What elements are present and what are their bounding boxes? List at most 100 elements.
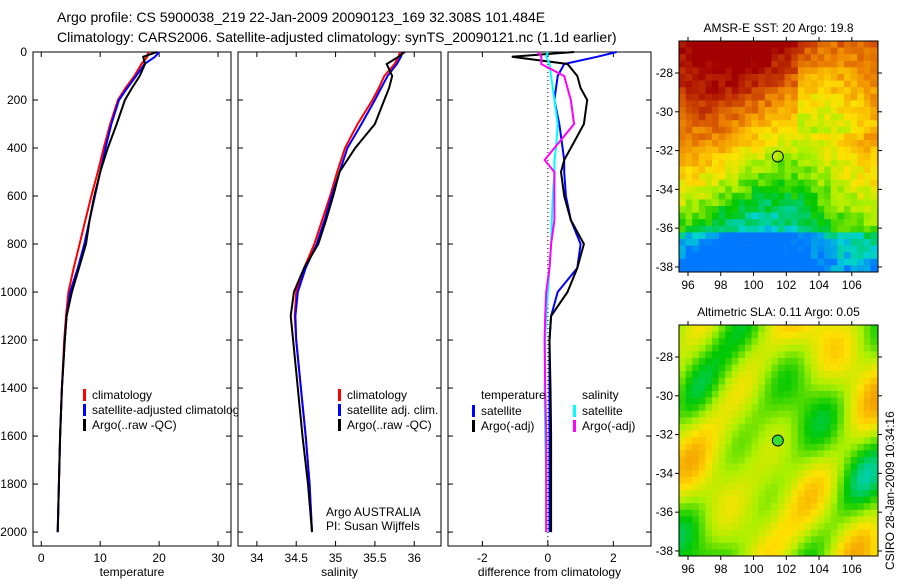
map-cell xyxy=(758,47,766,55)
map-cell xyxy=(870,87,878,95)
map-cell xyxy=(817,364,825,372)
map-cell xyxy=(863,364,871,372)
map-cell xyxy=(778,377,785,385)
y-tick-label: 1400 xyxy=(0,381,27,395)
map-cell xyxy=(784,536,792,544)
map-cell xyxy=(797,338,805,346)
map-cell xyxy=(778,67,785,75)
map-cell xyxy=(698,252,706,260)
map-cell xyxy=(738,351,746,359)
map-cell xyxy=(797,146,805,154)
map-cell xyxy=(745,100,752,108)
map-cell xyxy=(692,239,700,246)
legend-label: satellite-adjusted climatology xyxy=(92,403,245,417)
map-cell xyxy=(870,80,878,88)
map-cell xyxy=(705,113,713,121)
map-cell xyxy=(784,212,792,220)
map-cell xyxy=(844,463,851,471)
map-cell xyxy=(698,476,706,484)
map-cell xyxy=(811,252,818,260)
map-cell xyxy=(745,358,752,365)
map-cell xyxy=(824,140,832,147)
map-cell xyxy=(837,60,845,68)
map-cell xyxy=(824,483,832,491)
map-cell xyxy=(751,219,759,227)
map-cell xyxy=(857,87,865,95)
map-cell xyxy=(751,47,759,55)
map-cell xyxy=(830,470,838,478)
map-cell xyxy=(837,67,845,75)
map-cell xyxy=(804,371,812,379)
map-cell xyxy=(745,166,752,174)
map-cell xyxy=(817,166,825,174)
map-cell xyxy=(804,391,812,398)
map-cell xyxy=(718,490,726,497)
map-cell xyxy=(725,107,733,114)
map-cell xyxy=(758,113,766,121)
map-cell xyxy=(824,258,832,266)
map-cell xyxy=(685,344,693,352)
map-cell xyxy=(751,120,759,128)
x-tick-label: 35 xyxy=(329,551,343,565)
map-cell xyxy=(863,490,871,497)
series-line-satellite-adj-clim- xyxy=(294,51,404,533)
map-cell xyxy=(791,140,799,147)
map-cell xyxy=(791,424,799,431)
map-cell xyxy=(784,265,792,273)
map-cell xyxy=(718,113,726,121)
map-cell xyxy=(830,159,838,167)
map-cell xyxy=(698,146,706,154)
map-cell xyxy=(784,443,792,451)
map-cell xyxy=(731,93,739,101)
map-cell xyxy=(830,536,838,544)
map-cell xyxy=(863,252,871,260)
map-cell xyxy=(738,186,746,194)
map-cell xyxy=(778,60,785,68)
map-cell xyxy=(698,371,706,379)
map-cell xyxy=(850,410,858,418)
map-cell xyxy=(712,140,719,147)
map-cell xyxy=(679,351,686,359)
x-tick-label: 104 xyxy=(809,278,829,292)
map-cell xyxy=(712,384,719,392)
map-cell xyxy=(751,404,759,412)
map-cell xyxy=(824,126,832,134)
map-cell xyxy=(725,159,733,167)
map-cell xyxy=(863,179,871,187)
map-cell xyxy=(692,100,700,108)
map-cell xyxy=(712,186,719,194)
map-cell xyxy=(857,232,865,240)
map-cell xyxy=(764,225,772,233)
x-tick-label: 96 xyxy=(681,278,695,292)
map-cell xyxy=(718,87,726,95)
map-cell xyxy=(844,258,851,266)
x-tick-label: 104 xyxy=(809,562,829,576)
map-cell xyxy=(850,140,858,147)
map-cell xyxy=(844,549,851,557)
map-cell xyxy=(745,146,752,154)
map-cell xyxy=(679,212,686,220)
map-cell xyxy=(758,457,766,464)
map-cell xyxy=(811,496,818,504)
map-cell xyxy=(764,490,772,497)
map-cell xyxy=(870,358,878,365)
map-cell xyxy=(692,358,700,365)
map-cell xyxy=(751,457,759,464)
map-cell xyxy=(778,483,785,491)
map-cell xyxy=(857,391,865,398)
map-cell xyxy=(705,219,713,227)
map-cell xyxy=(745,87,752,95)
map-cell xyxy=(844,199,851,207)
map-cell xyxy=(731,265,739,273)
map-cell xyxy=(778,503,785,511)
map-cell xyxy=(844,100,851,108)
map-cell xyxy=(745,331,752,339)
map-frame xyxy=(678,40,879,273)
map-cell xyxy=(863,417,871,425)
map-cell xyxy=(705,232,713,240)
map-cell xyxy=(870,126,878,134)
map-cell xyxy=(725,100,733,108)
map-cell xyxy=(685,239,693,246)
map-cell xyxy=(679,470,686,478)
map-cell xyxy=(844,166,851,174)
